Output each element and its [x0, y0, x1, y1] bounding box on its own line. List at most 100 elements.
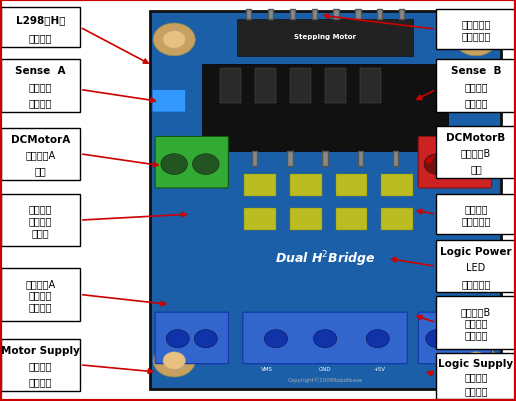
- FancyBboxPatch shape: [418, 312, 492, 364]
- FancyBboxPatch shape: [243, 312, 407, 364]
- FancyBboxPatch shape: [1, 8, 80, 48]
- FancyBboxPatch shape: [1, 269, 80, 321]
- Text: Logic Power: Logic Power: [440, 247, 512, 257]
- Text: Motor Supply: Motor Supply: [1, 345, 80, 355]
- Text: +5V: +5V: [374, 366, 385, 371]
- FancyBboxPatch shape: [1, 128, 80, 180]
- Circle shape: [314, 330, 336, 348]
- Circle shape: [426, 330, 449, 348]
- FancyBboxPatch shape: [436, 241, 516, 293]
- FancyBboxPatch shape: [436, 353, 516, 399]
- Bar: [245, 208, 276, 231]
- Bar: [335, 208, 367, 231]
- Text: 供电接口: 供电接口: [29, 377, 52, 387]
- Bar: [377, 10, 382, 20]
- Bar: [356, 10, 361, 20]
- Circle shape: [457, 330, 480, 348]
- Circle shape: [163, 352, 185, 369]
- Bar: [381, 174, 413, 197]
- Text: Logic Supply: Logic Supply: [439, 358, 513, 368]
- Circle shape: [264, 330, 287, 348]
- Bar: [150, 12, 501, 389]
- Circle shape: [194, 330, 217, 348]
- Text: 电源指示灯: 电源指示灯: [461, 278, 491, 288]
- Circle shape: [153, 344, 195, 377]
- FancyBboxPatch shape: [436, 194, 516, 235]
- Circle shape: [465, 32, 487, 49]
- Circle shape: [366, 330, 389, 348]
- Circle shape: [161, 154, 187, 175]
- Text: 直流电机A: 直流电机A: [25, 150, 56, 160]
- Circle shape: [465, 352, 487, 369]
- Text: 驱动部分: 驱动部分: [29, 361, 52, 371]
- Circle shape: [192, 154, 219, 175]
- Bar: [333, 10, 338, 20]
- Bar: [381, 208, 413, 231]
- Bar: [325, 69, 346, 104]
- Bar: [245, 174, 276, 197]
- FancyBboxPatch shape: [436, 60, 516, 112]
- Text: 接口: 接口: [35, 166, 46, 176]
- Text: 直流电机B: 直流电机B: [461, 148, 491, 158]
- Bar: [202, 65, 448, 152]
- Text: 逻辑部分: 逻辑部分: [464, 372, 488, 382]
- Circle shape: [455, 344, 497, 377]
- Bar: [399, 10, 405, 20]
- Circle shape: [153, 24, 195, 57]
- Bar: [290, 208, 321, 231]
- Text: 驱动芯片: 驱动芯片: [29, 32, 52, 43]
- Bar: [360, 69, 381, 104]
- Bar: [358, 152, 363, 166]
- Circle shape: [166, 330, 189, 348]
- FancyBboxPatch shape: [155, 137, 229, 188]
- Text: 直流电机B
控制信号
输入接口: 直流电机B 控制信号 输入接口: [461, 306, 491, 339]
- Text: Sense  A: Sense A: [15, 66, 66, 76]
- Bar: [335, 174, 367, 197]
- Bar: [428, 152, 433, 166]
- Text: Sense  B: Sense B: [451, 66, 501, 76]
- Text: Copyright©2008Robotbase: Copyright©2008Robotbase: [287, 377, 363, 383]
- Text: 电流反馈: 电流反馈: [464, 82, 488, 92]
- Text: DCMotorA: DCMotorA: [11, 134, 70, 144]
- Bar: [255, 69, 276, 104]
- Text: 供电接口: 供电接口: [464, 386, 488, 396]
- Bar: [220, 69, 241, 104]
- FancyBboxPatch shape: [461, 90, 494, 113]
- FancyBboxPatch shape: [1, 60, 80, 112]
- FancyBboxPatch shape: [1, 339, 80, 391]
- Text: 控制电机
方向指示灯: 控制电机 方向指示灯: [461, 204, 491, 225]
- Circle shape: [163, 32, 185, 49]
- Text: 直流电机A
控制信号
输入接口: 直流电机A 控制信号 输入接口: [25, 278, 56, 311]
- Text: Stepping Motor: Stepping Motor: [294, 34, 356, 40]
- Text: 四线两相步
进电机接口: 四线两相步 进电机接口: [461, 19, 491, 41]
- Bar: [393, 152, 398, 166]
- Circle shape: [456, 154, 482, 175]
- Text: GND: GND: [319, 366, 331, 371]
- Text: DCMotorB: DCMotorB: [446, 132, 506, 142]
- Circle shape: [424, 154, 450, 175]
- Bar: [287, 152, 293, 166]
- FancyBboxPatch shape: [418, 137, 492, 188]
- Bar: [217, 152, 222, 166]
- FancyBboxPatch shape: [155, 312, 229, 364]
- Text: L298双H桥: L298双H桥: [16, 15, 65, 25]
- Circle shape: [455, 24, 497, 57]
- Text: 控制接口: 控制接口: [464, 98, 488, 108]
- FancyBboxPatch shape: [436, 126, 516, 178]
- FancyBboxPatch shape: [436, 297, 516, 349]
- Bar: [312, 10, 317, 20]
- Text: 电流反馈: 电流反馈: [29, 82, 52, 92]
- Bar: [289, 10, 295, 20]
- Text: 逻辑部分
板内取电
选择端: 逻辑部分 板内取电 选择端: [29, 204, 52, 237]
- Text: Dual H$^2$Bridge: Dual H$^2$Bridge: [275, 249, 376, 269]
- FancyBboxPatch shape: [1, 194, 80, 247]
- Bar: [322, 152, 328, 166]
- Bar: [246, 10, 251, 20]
- Bar: [237, 20, 413, 57]
- Bar: [268, 10, 273, 20]
- Text: LED: LED: [466, 263, 486, 272]
- Bar: [290, 69, 311, 104]
- Bar: [290, 174, 321, 197]
- Bar: [252, 152, 257, 166]
- Text: 控制接口: 控制接口: [29, 98, 52, 108]
